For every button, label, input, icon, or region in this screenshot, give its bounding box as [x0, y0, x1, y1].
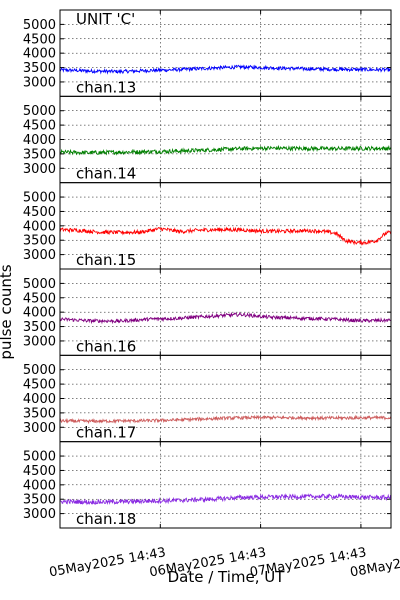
- y-axis-label: pulse counts: [0, 264, 15, 359]
- series-line-chan-13: [59, 64, 392, 75]
- y-tick-label: 3000: [23, 75, 56, 90]
- series-label: chan.14: [76, 165, 136, 183]
- y-tick-label: 5000: [23, 191, 56, 206]
- y-tick-label: 3500: [23, 234, 56, 249]
- y-tick-label: 4000: [23, 478, 56, 493]
- y-tick-label: 4500: [23, 464, 56, 479]
- y-tick-label: 4000: [23, 306, 56, 321]
- series-line-chan-15: [59, 226, 392, 246]
- y-tick-label: 4500: [23, 205, 56, 220]
- y-tick-label: 3500: [23, 320, 56, 335]
- chart-panels: 30003500400045005000chan.133000350040004…: [23, 9, 392, 529]
- chart-title: UNIT 'C': [76, 10, 135, 28]
- y-tick-label: 3000: [23, 507, 56, 522]
- series-label: chan.16: [76, 337, 136, 355]
- y-tick-label: 3500: [23, 493, 56, 508]
- y-tick-label: 4000: [23, 219, 56, 234]
- y-tick-label: 5000: [23, 363, 56, 378]
- series-label: chan.17: [76, 424, 136, 442]
- series-line-chan-16: [59, 311, 392, 325]
- series-line-chan-18: [59, 493, 392, 506]
- y-tick-label: 4500: [23, 291, 56, 306]
- x-axis-label: Date / Time, UT: [168, 568, 286, 586]
- y-tick-label: 4500: [23, 119, 56, 134]
- series-line-chan-14: [59, 144, 392, 156]
- y-tick-label: 3000: [23, 421, 56, 436]
- y-tick-label: 3000: [23, 334, 56, 349]
- y-tick-label: 3000: [23, 248, 56, 263]
- y-tick-label: 5000: [23, 277, 56, 292]
- series-label: chan.18: [76, 510, 136, 528]
- series-label: chan.15: [76, 251, 136, 269]
- y-tick-label: 4000: [23, 392, 56, 407]
- y-tick-label: 5000: [23, 104, 56, 119]
- series-label: chan.13: [76, 78, 136, 96]
- y-tick-label: 4500: [23, 32, 56, 47]
- y-tick-label: 4000: [23, 133, 56, 148]
- panel-frame: [59, 441, 392, 529]
- y-tick-label: 5000: [23, 450, 56, 465]
- y-tick-label: 5000: [23, 18, 56, 33]
- series-line-chan-17: [59, 414, 392, 425]
- y-tick-label: 4000: [23, 47, 56, 62]
- y-tick-label: 4500: [23, 378, 56, 393]
- y-tick-label: 3500: [23, 61, 56, 76]
- y-tick-label: 3500: [23, 147, 56, 162]
- y-tick-label: 3500: [23, 406, 56, 421]
- y-tick-label: 3000: [23, 162, 56, 177]
